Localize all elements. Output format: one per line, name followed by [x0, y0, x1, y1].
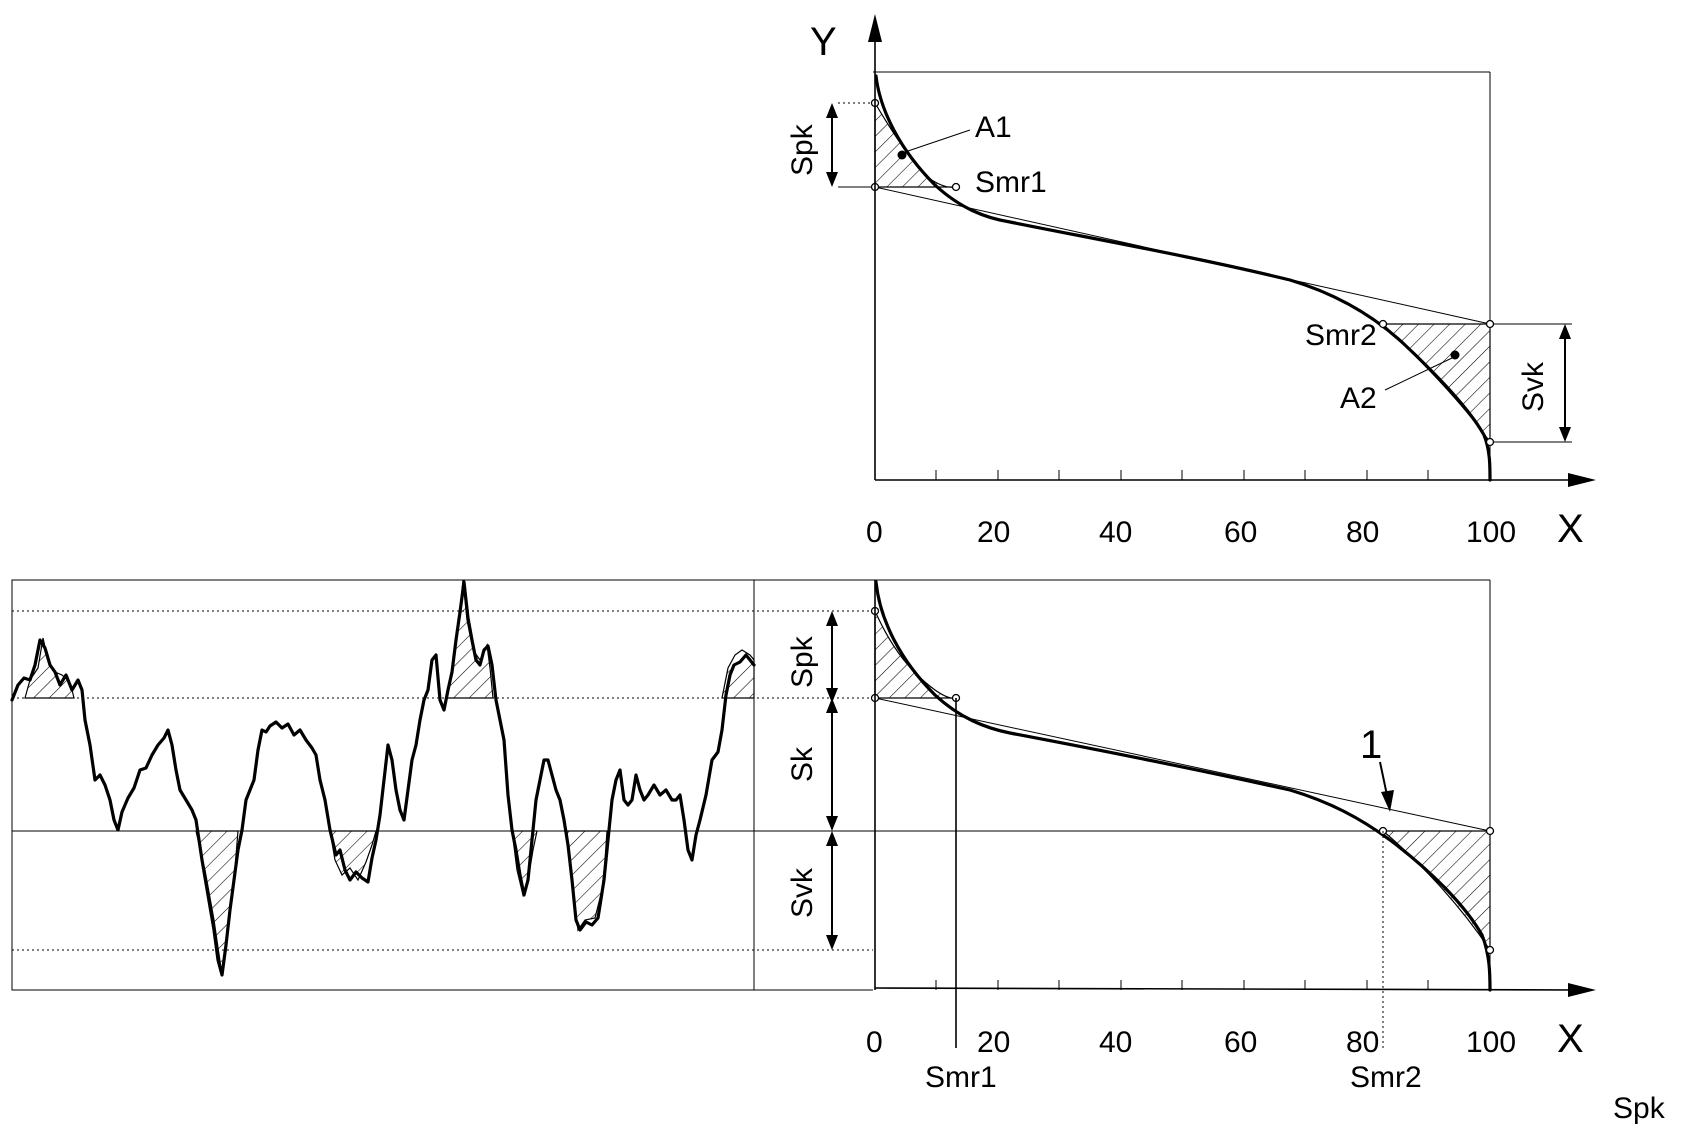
- surface-profile-line: [10, 580, 756, 977]
- bottom-tick-40: 40: [1099, 1026, 1132, 1059]
- bottom-smr2-label: Smr2: [1350, 1061, 1422, 1094]
- top-tick-20: 20: [977, 516, 1010, 549]
- top-tick-80: 80: [1346, 516, 1379, 549]
- top-tick-40: 40: [1099, 516, 1132, 549]
- top-y-axis-label: Y: [810, 20, 837, 64]
- bottom-abbott-panel: X 0 20 40 60 80 100 Spk Sk Svk Smr1 Smr2…: [786, 579, 1596, 1094]
- reference-numeral-1: 1: [1360, 723, 1382, 767]
- bottom-bearing-area-curve: [874, 580, 1492, 992]
- bottom-smr1-label: Smr1: [925, 1061, 997, 1094]
- top-tick-0: 0: [866, 516, 883, 549]
- top-tick-60: 60: [1224, 516, 1257, 549]
- bottom-x-axis-label: X: [1557, 1017, 1584, 1061]
- top-spk-label: Spk: [786, 123, 819, 176]
- bottom-equivalent-line: [874, 697, 1491, 832]
- bottom-tick-100: 100: [1466, 1026, 1516, 1059]
- top-a1-label: A1: [975, 111, 1012, 144]
- bottom-tick-20: 20: [977, 1026, 1010, 1059]
- surface-profile-panel: [10, 579, 1490, 991]
- bottom-tick-80: 80: [1346, 1026, 1379, 1059]
- top-x-axis-label: X: [1557, 507, 1584, 551]
- top-smr2-label: Smr2: [1305, 319, 1377, 352]
- bottom-tick-60: 60: [1224, 1026, 1257, 1059]
- top-abbott-panel: Y X 0 20 40 60 80 100 Spk Svk A1 Smr1 Sm…: [786, 14, 1596, 551]
- top-tick-100: 100: [1466, 516, 1516, 549]
- corner-spk-label: Spk: [1613, 1092, 1666, 1125]
- top-x-ticks: [935, 470, 1429, 480]
- top-svk-label: Svk: [1517, 361, 1550, 412]
- bottom-tick-0: 0: [866, 1026, 883, 1059]
- top-a2-label: A2: [1340, 382, 1377, 415]
- top-bearing-area-curve: [874, 74, 1492, 482]
- bottom-sk-label: Sk: [786, 746, 819, 782]
- bottom-svk-label: Svk: [786, 867, 819, 918]
- bottom-x-ticks: [935, 980, 1429, 990]
- top-smr1-label: Smr1: [975, 166, 1047, 199]
- bottom-spk-label: Spk: [786, 635, 819, 688]
